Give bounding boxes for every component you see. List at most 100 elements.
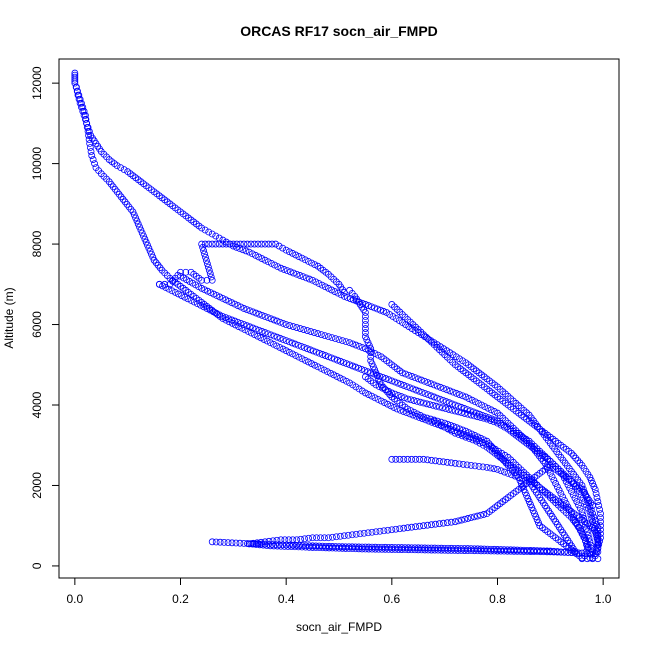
data-point [365, 346, 372, 354]
data-point [142, 238, 150, 246]
data-point [362, 313, 369, 320]
data-point [424, 521, 431, 529]
data-point [397, 380, 405, 388]
data-point [451, 546, 458, 554]
data-point [387, 402, 395, 410]
data-point [510, 546, 518, 554]
data-point [454, 545, 462, 552]
data-point [393, 405, 401, 413]
data-point [391, 544, 399, 551]
data-point [277, 264, 285, 272]
data-point [282, 246, 290, 254]
data-point [225, 315, 233, 323]
data-point [518, 475, 526, 483]
data-point [377, 306, 384, 314]
data-point [85, 136, 93, 143]
data-point [589, 554, 596, 562]
data-point [420, 413, 427, 421]
data-point [444, 425, 452, 433]
data-point [285, 338, 293, 346]
data-point [441, 419, 449, 427]
data-point [371, 350, 379, 357]
data-point [355, 342, 363, 350]
data-point [247, 240, 255, 248]
data-point [261, 540, 269, 548]
data-point [309, 347, 317, 355]
data-point [594, 548, 602, 556]
data-point [490, 465, 498, 473]
data-point [277, 536, 285, 544]
data-point [401, 546, 409, 554]
data-point [321, 332, 329, 339]
data-point [451, 407, 459, 415]
data-point [437, 418, 445, 426]
data-point [431, 546, 439, 554]
data-point [578, 508, 586, 516]
data-point [480, 511, 488, 518]
data-point [307, 328, 315, 335]
data-point [432, 520, 439, 528]
data-point [594, 536, 602, 544]
data-point [528, 504, 536, 511]
data-point [279, 336, 287, 343]
data-point [408, 455, 416, 463]
data-point [292, 352, 300, 359]
data-point [243, 322, 251, 330]
x-tick-label: 0.8 [489, 592, 506, 606]
y-tick-label: 12000 [30, 66, 44, 100]
data-point [467, 514, 475, 522]
data-point [591, 486, 599, 493]
data-point [349, 362, 356, 370]
data-point [408, 523, 416, 531]
data-point [376, 527, 384, 535]
data-point [224, 539, 232, 546]
data-point [467, 411, 475, 419]
data-point [462, 433, 470, 441]
data-point [435, 457, 443, 465]
data-point [371, 545, 379, 553]
data-point [447, 459, 455, 467]
data-point [409, 385, 417, 393]
data-point [594, 555, 602, 563]
data-point [313, 534, 320, 542]
data-point [442, 405, 450, 413]
data-point [315, 349, 323, 357]
data-point [487, 417, 494, 424]
data-point [346, 361, 353, 369]
data-point [441, 423, 449, 431]
data-point [146, 247, 154, 255]
data-point [501, 423, 508, 431]
data-point [455, 431, 463, 438]
data-point [356, 530, 364, 538]
data-point [521, 489, 529, 496]
data-point [276, 318, 284, 326]
data-point [254, 240, 262, 248]
data-point [349, 340, 357, 348]
data-point [264, 314, 272, 322]
data-point [571, 494, 579, 502]
data-point [371, 304, 378, 312]
data-point [295, 542, 303, 549]
data-point [272, 541, 280, 549]
data-point [450, 423, 458, 430]
data-point [404, 546, 412, 554]
data-point [429, 402, 437, 409]
data-point [228, 539, 236, 547]
data-point [435, 403, 443, 411]
data-point [171, 288, 179, 296]
data-point [407, 407, 415, 415]
data-point [283, 267, 291, 275]
x-tick-label: 1.0 [595, 592, 612, 606]
data-point [352, 341, 360, 349]
data-point [427, 392, 435, 400]
data-point [375, 383, 383, 390]
data-point [241, 326, 249, 334]
data-point [295, 253, 303, 260]
data-point [258, 240, 265, 248]
chart-title: ORCAS RF17 socn_air_FMPD [240, 23, 438, 39]
data-point [330, 371, 338, 379]
data-point [285, 348, 293, 356]
data-point [590, 521, 597, 529]
data-point [428, 521, 435, 529]
data-point [408, 373, 416, 380]
